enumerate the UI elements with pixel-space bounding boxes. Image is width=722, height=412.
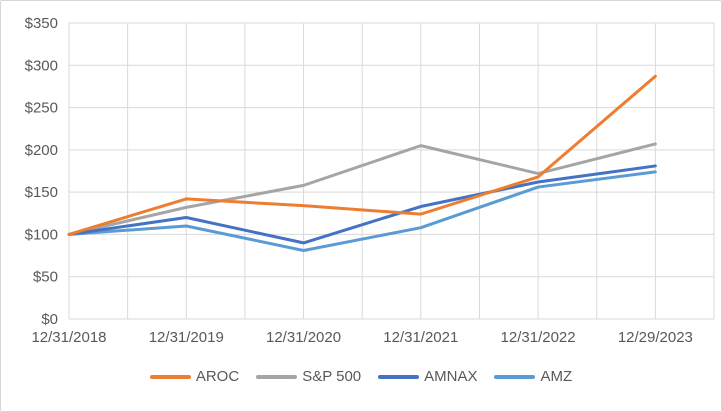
legend-item-aroc: AROC xyxy=(149,368,240,385)
legend-item-s-p-500: S&P 500 xyxy=(256,369,361,384)
series-line-amz xyxy=(67,170,657,252)
y-axis-tick-label: $200 xyxy=(25,142,58,159)
chart-legend: AROC S&P 500 AMNAX AMZ xyxy=(1,369,721,384)
legend-label-aroc: AROC xyxy=(195,368,240,385)
y-axis-tick-label: $0 xyxy=(41,311,58,328)
x-axis-tick-label: 12/31/2018 xyxy=(31,329,106,346)
legend-label-amz: AMZ xyxy=(540,368,573,385)
legend-swatch-amz xyxy=(494,374,536,379)
x-axis-tick-label: 12/31/2020 xyxy=(266,329,341,346)
performance-line-chart: $0 $50 $100 $150 $200 $250 $300 $350 12/31/2018 1… xyxy=(25,15,715,346)
y-axis-tick-label: $150 xyxy=(25,184,58,201)
legend-swatch-aroc xyxy=(149,374,191,379)
series-line-aroc xyxy=(67,74,657,236)
x-axis-tick-label: 12/31/2022 xyxy=(501,329,576,346)
y-axis-tick-label: $50 xyxy=(33,269,58,286)
legend-swatch-s-p-500 xyxy=(256,374,298,379)
legend-label-amnax: AMNAX xyxy=(424,368,478,385)
y-axis-tick-label: $300 xyxy=(25,57,58,74)
y-axis-tick-label: $250 xyxy=(25,100,58,117)
x-axis-tick-label: 12/29/2023 xyxy=(618,329,693,346)
legend-item-amz: AMZ xyxy=(494,369,572,384)
x-axis-tick-label: 12/31/2021 xyxy=(383,329,458,346)
legend-label-s-p-500: S&P 500 xyxy=(302,368,362,385)
legend-item-amnax: AMNAX xyxy=(378,369,477,384)
legend-swatch-amnax xyxy=(378,374,420,379)
series-line-s-p-500 xyxy=(67,142,657,236)
series-line-amnax xyxy=(67,164,657,245)
y-axis-tick-label: $350 xyxy=(25,15,58,32)
y-axis-tick-label: $100 xyxy=(25,226,58,243)
x-axis-tick-label: 12/31/2019 xyxy=(149,329,224,346)
